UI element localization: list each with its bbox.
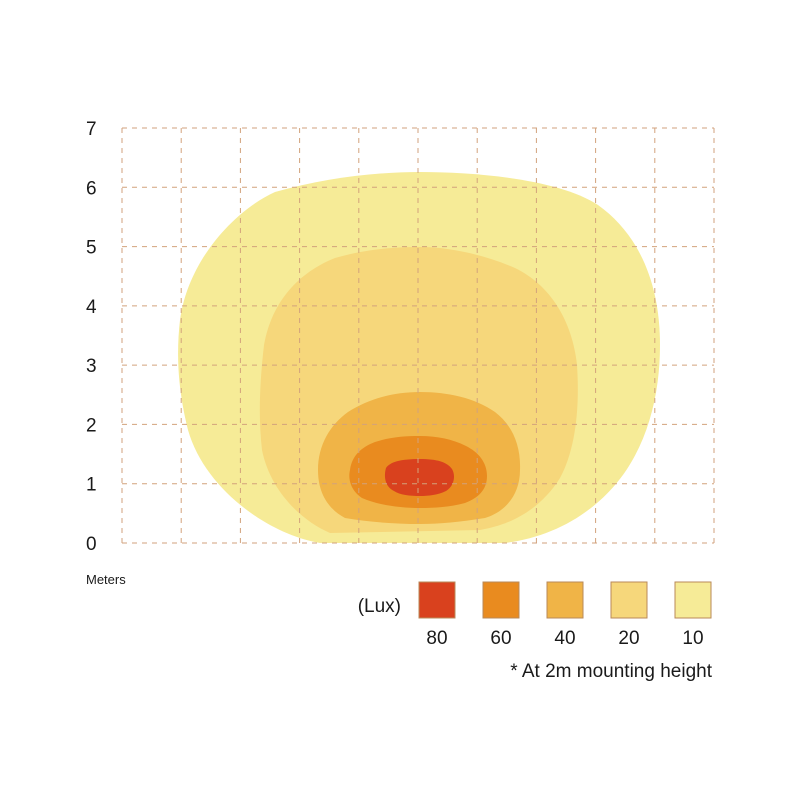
legend-swatch-20 <box>610 581 648 619</box>
legend-title: (Lux) <box>358 596 401 617</box>
y-axis-unit-label: Meters <box>86 572 126 587</box>
legend-label-10: 10 <box>682 628 703 649</box>
grid-lines <box>121 127 715 544</box>
legend-swatch-60 <box>482 581 520 619</box>
y-tick-label: 5 <box>86 238 97 259</box>
isolux-zones <box>178 172 660 543</box>
footnote: * At 2m mounting height <box>510 661 712 682</box>
legend-swatch-80 <box>418 581 456 619</box>
isolux-zone-80 <box>384 459 454 496</box>
y-tick-label: 2 <box>86 415 97 436</box>
y-tick-label: 4 <box>86 297 97 318</box>
legend: (Lux) 80 60 40 20 10 <box>358 581 712 649</box>
y-tick-label: 0 <box>86 534 97 555</box>
y-tick-label: 6 <box>86 178 97 199</box>
y-tick-label: 3 <box>86 356 97 377</box>
legend-swatch-10 <box>674 581 712 619</box>
legend-swatch-40 <box>546 581 584 619</box>
y-tick-label: 7 <box>86 119 97 140</box>
y-tick-label: 1 <box>86 475 97 496</box>
legend-label-60: 60 <box>490 628 511 649</box>
y-axis-ticks: 0 1 2 3 4 5 6 7 <box>86 119 97 555</box>
legend-label-80: 80 <box>426 628 447 649</box>
legend-label-20: 20 <box>618 628 639 649</box>
legend-label-40: 40 <box>554 628 575 649</box>
